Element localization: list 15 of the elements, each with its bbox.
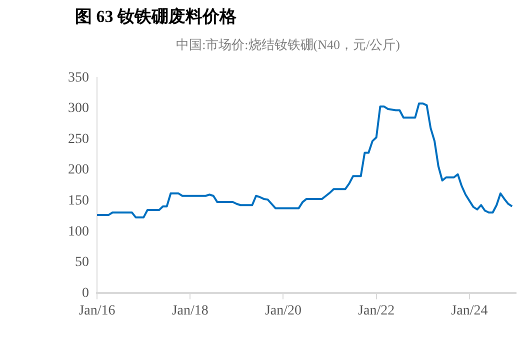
- y-tick-label: 150: [68, 193, 89, 208]
- y-tick-label: 300: [68, 101, 89, 116]
- x-tick-label: Jan/24: [451, 303, 488, 318]
- x-tick-label: Jan/18: [172, 303, 208, 318]
- x-tick-label: Jan/16: [78, 303, 116, 318]
- y-tick-label: 350: [68, 70, 89, 86]
- y-tick-label: 200: [68, 162, 89, 178]
- y-tick-label: 0: [82, 286, 89, 301]
- y-tick-label: 250: [68, 132, 89, 147]
- x-tick-label: Jan/20: [264, 303, 302, 318]
- chart-subtitle: 中国:市场价:烧结钕铁硼(N40，元/公斤): [176, 37, 400, 52]
- chart-title: 图 63 钕铁硼废料价格: [75, 6, 236, 28]
- y-tick-label: 50: [75, 255, 89, 270]
- x-tick-label: Jan/22: [358, 303, 395, 318]
- y-tick-label: 100: [68, 224, 89, 240]
